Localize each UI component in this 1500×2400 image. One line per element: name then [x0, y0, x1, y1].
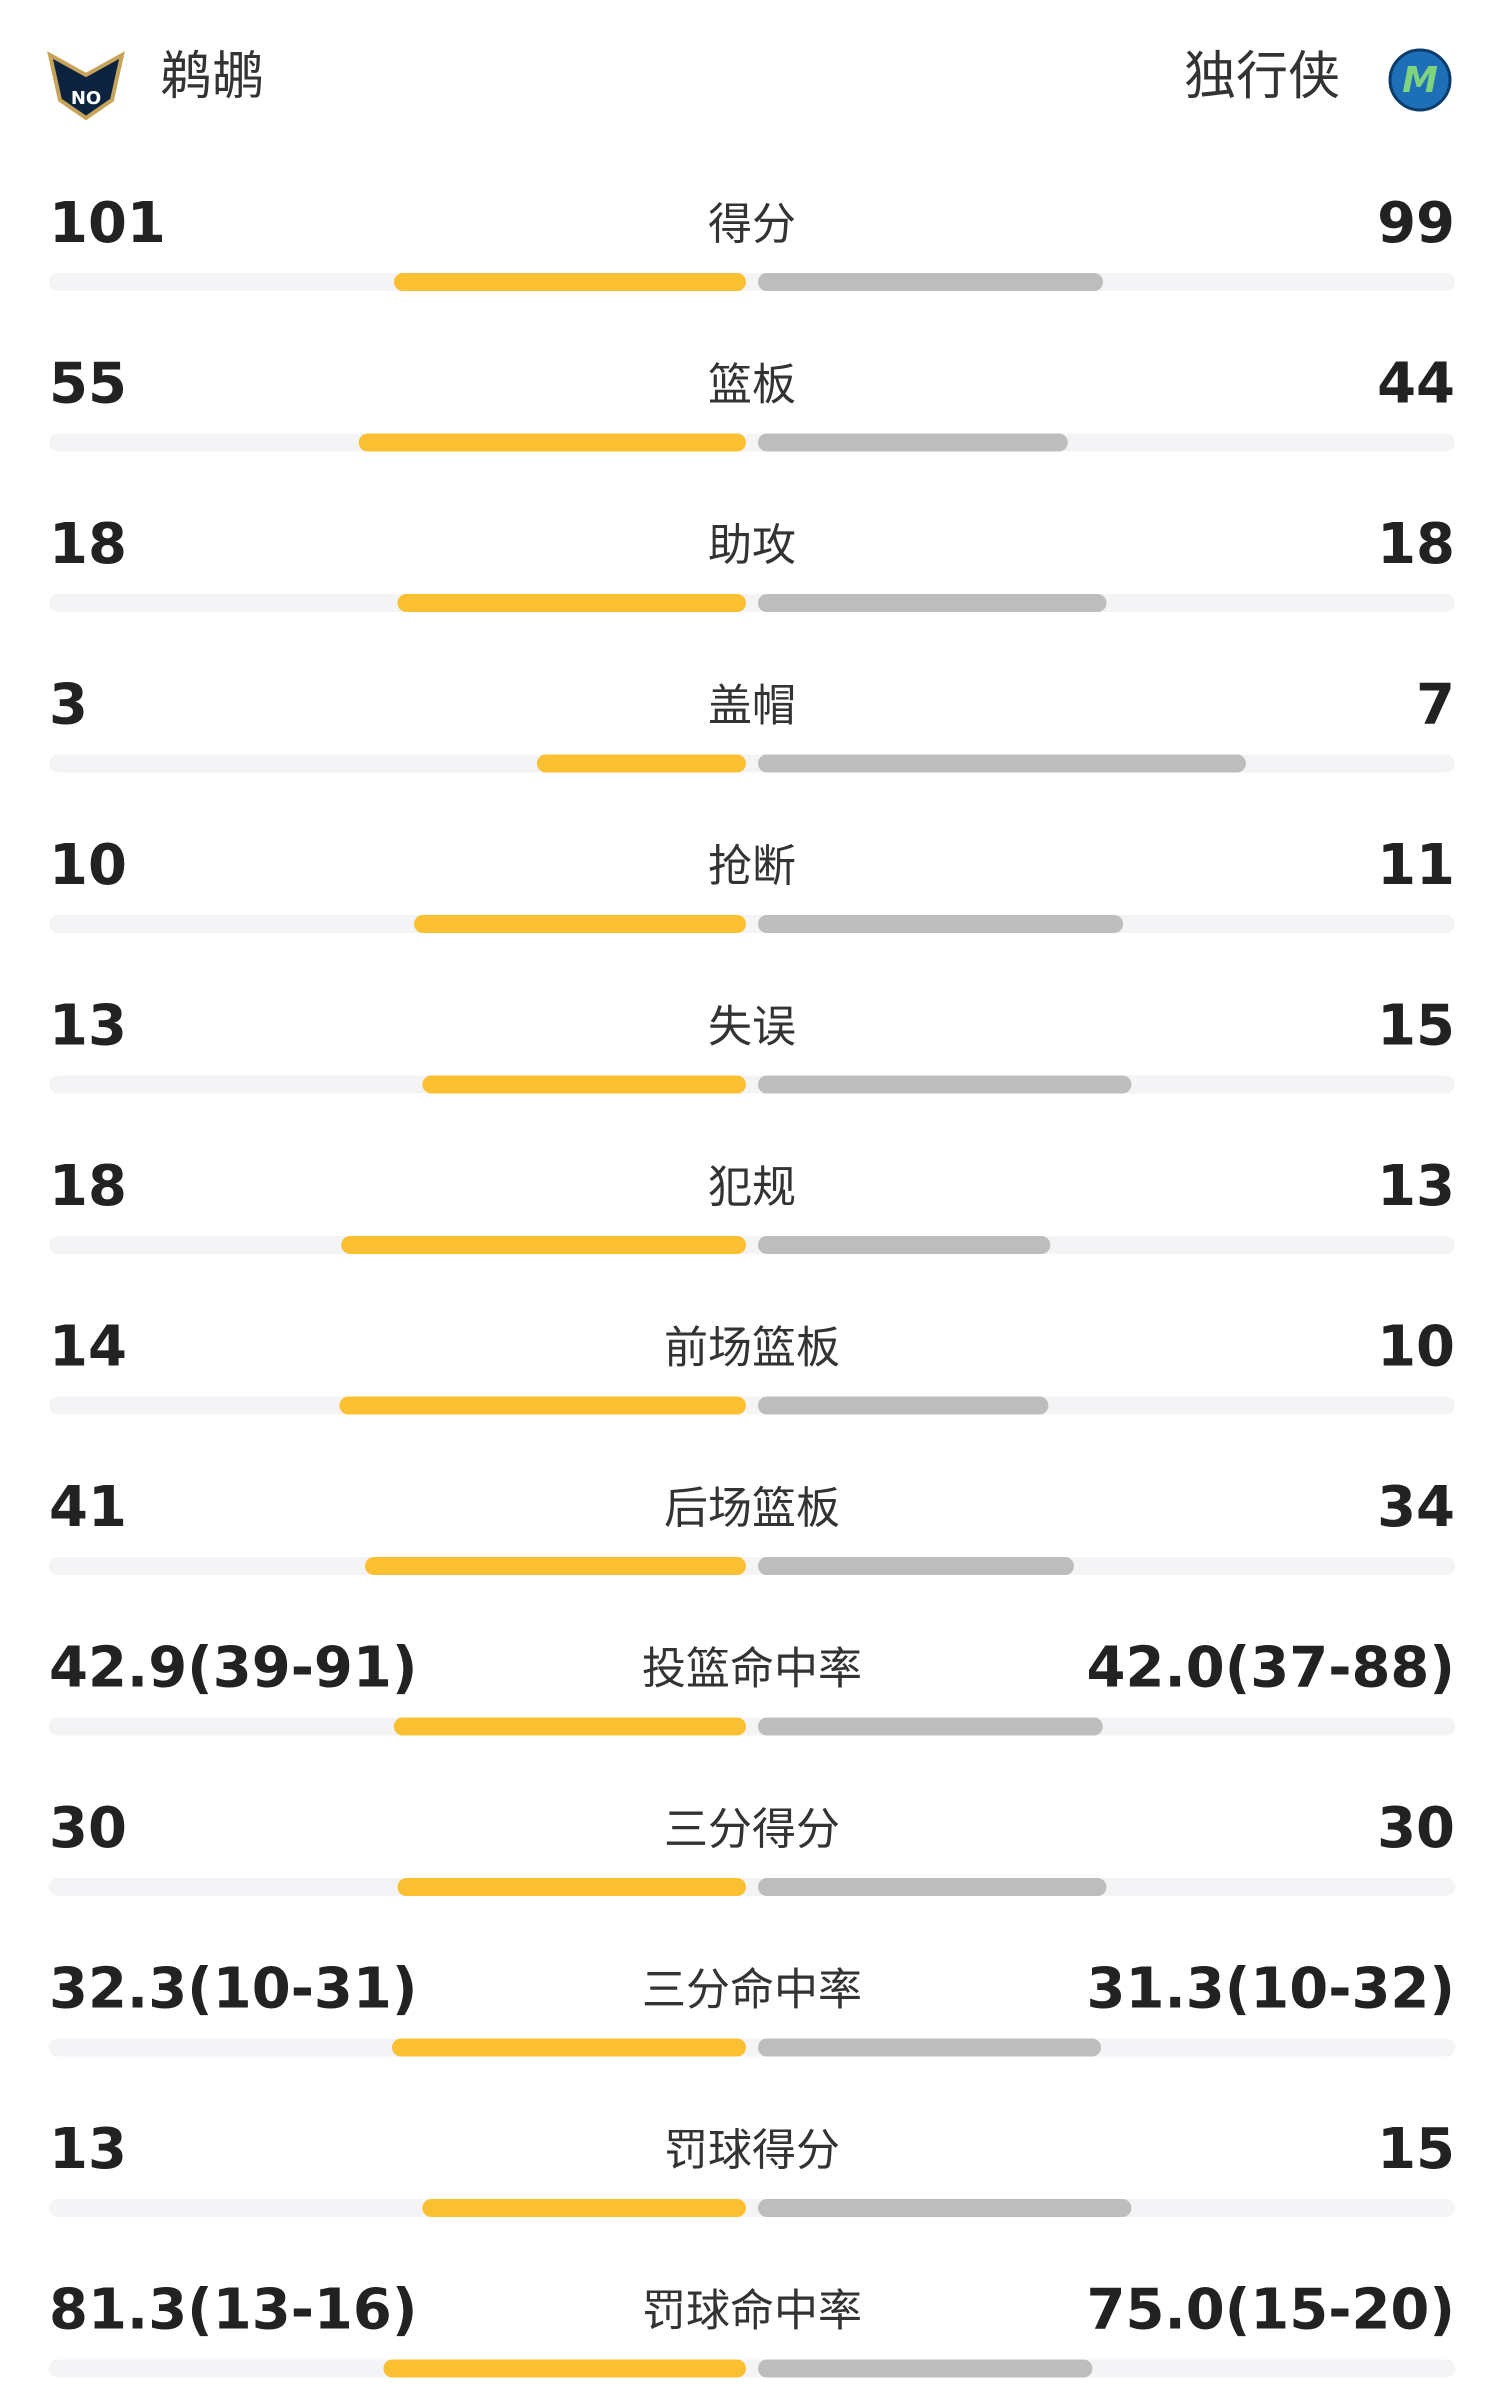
- home-value: 42.9(39-91): [49, 1636, 417, 1701]
- home-bar: [422, 2199, 746, 2217]
- away-bar: [758, 1557, 1074, 1575]
- stat-label: 后场篮板: [664, 1483, 840, 1534]
- away-bar: [758, 1717, 1103, 1736]
- home-value: 10: [49, 833, 127, 898]
- stat-label: 篮板: [708, 360, 796, 411]
- away-value: 13: [1377, 1154, 1455, 1219]
- away-value: 34: [1377, 1475, 1455, 1540]
- away-bar: [758, 2199, 1132, 2217]
- home-value: 41: [49, 1475, 127, 1540]
- bar-track: [49, 1236, 1455, 1254]
- stat-label: 盖帽: [708, 681, 796, 732]
- away-bar: [758, 1236, 1051, 1254]
- home-value: 81.3(13-16): [49, 2278, 417, 2343]
- stat-label: 助攻: [708, 520, 796, 571]
- stat-label: 得分: [708, 199, 796, 250]
- home-bar: [397, 594, 746, 612]
- home-bar: [422, 1075, 746, 1094]
- home-bar: [339, 1396, 746, 1415]
- away-value: 10: [1377, 1315, 1455, 1380]
- away-bar: [758, 594, 1107, 612]
- away-bar: [758, 1878, 1107, 1896]
- away-bar: [758, 754, 1246, 773]
- away-bar: [758, 2038, 1102, 2057]
- bar-track: [49, 1396, 1455, 1415]
- home-value: 13: [49, 2117, 127, 2182]
- stat-label: 罚球命中率: [642, 2286, 862, 2337]
- away-value: 99: [1377, 191, 1455, 256]
- stat-label: 前场篮板: [664, 1323, 840, 1374]
- away-value: 30: [1377, 1796, 1455, 1861]
- home-bar: [414, 915, 746, 933]
- svg-text:NO: NO: [71, 88, 101, 109]
- stat-label: 犯规: [708, 1162, 796, 1213]
- home-bar: [341, 1236, 746, 1254]
- home-bar: [392, 2038, 746, 2057]
- home-value: 18: [49, 512, 127, 577]
- away-value: 42.0(37-88): [1087, 1636, 1455, 1701]
- stat-label: 三分命中率: [642, 1965, 862, 2016]
- bar-track: [49, 1075, 1455, 1094]
- bar-track: [49, 2199, 1455, 2217]
- away-team-name: 独行侠: [1184, 47, 1340, 107]
- bar-track: [49, 915, 1455, 933]
- home-bar: [383, 2359, 746, 2378]
- stat-label: 投篮命中率: [642, 1644, 862, 1695]
- away-bar: [758, 2359, 1093, 2378]
- away-value: 15: [1377, 2117, 1455, 2182]
- home-bar: [364, 1557, 746, 1575]
- away-bar: [758, 1396, 1049, 1415]
- stat-label: 失误: [708, 1002, 796, 1053]
- bar-track: [49, 1557, 1455, 1575]
- svg-text:M: M: [1402, 60, 1438, 101]
- home-value: 32.3(10-31): [49, 1957, 417, 2022]
- away-bar: [758, 1075, 1132, 1094]
- home-value: 30: [49, 1796, 127, 1861]
- bar-track: [49, 1878, 1455, 1896]
- home-value: 55: [49, 352, 127, 417]
- away-value: 7: [1416, 673, 1455, 738]
- home-value: 13: [49, 994, 127, 1059]
- home-bar: [536, 754, 746, 773]
- home-value: 18: [49, 1154, 127, 1219]
- away-value: 11: [1377, 833, 1455, 898]
- home-team-name: 鹈鹕: [160, 47, 264, 107]
- away-value: 75.0(15-20): [1087, 2278, 1455, 2343]
- away-value: 15: [1377, 994, 1455, 1059]
- away-value: 31.3(10-32): [1087, 1957, 1455, 2022]
- home-logo: NO: [47, 51, 125, 121]
- bar-track: [49, 594, 1455, 612]
- home-bar: [397, 1878, 746, 1896]
- home-bar: [393, 1717, 746, 1736]
- bar-track: [49, 433, 1455, 452]
- home-value: 14: [49, 1315, 127, 1380]
- stat-label: 罚球得分: [664, 2125, 840, 2176]
- home-bar: [358, 433, 746, 452]
- home-value: 3: [49, 673, 88, 738]
- away-logo: M: [1388, 48, 1452, 112]
- bar-track: [49, 1717, 1455, 1736]
- home-bar: [394, 273, 746, 291]
- away-bar: [758, 915, 1124, 933]
- bar-track: [49, 2038, 1455, 2057]
- bar-track: [49, 2359, 1455, 2378]
- away-value: 44: [1377, 352, 1455, 417]
- stat-label: 三分得分: [664, 1804, 840, 1855]
- stat-label: 抢断: [708, 841, 796, 892]
- away-bar: [758, 433, 1068, 452]
- home-value: 101: [49, 191, 166, 256]
- away-value: 18: [1377, 512, 1455, 577]
- bar-track: [49, 273, 1455, 291]
- away-bar: [758, 273, 1104, 291]
